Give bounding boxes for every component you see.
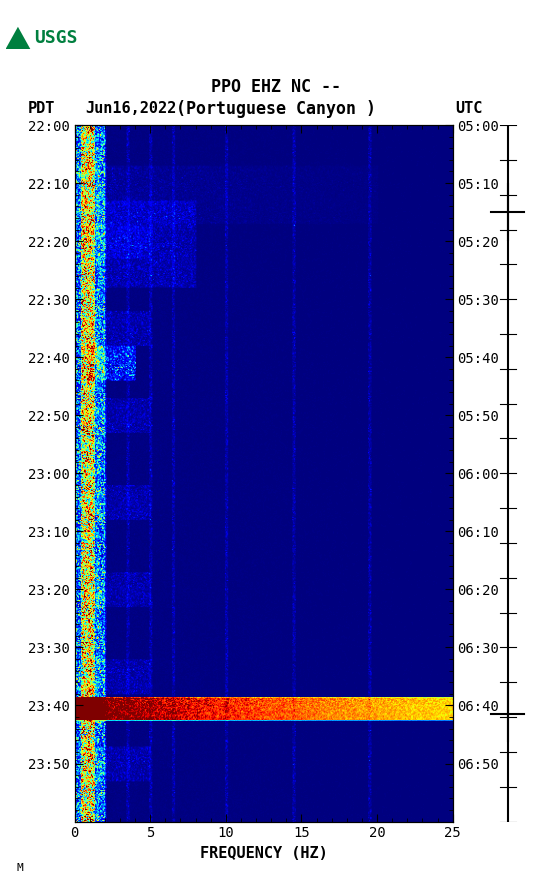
Text: M: M: [17, 864, 23, 873]
Text: USGS: USGS: [35, 29, 78, 47]
Text: (Portuguese Canyon ): (Portuguese Canyon ): [176, 100, 376, 118]
Text: PDT: PDT: [28, 102, 55, 116]
Text: Jun16,2022: Jun16,2022: [86, 102, 177, 116]
Text: UTC: UTC: [455, 102, 483, 116]
X-axis label: FREQUENCY (HZ): FREQUENCY (HZ): [200, 846, 327, 861]
Polygon shape: [6, 27, 30, 49]
Text: PPO EHZ NC --: PPO EHZ NC --: [211, 78, 341, 96]
